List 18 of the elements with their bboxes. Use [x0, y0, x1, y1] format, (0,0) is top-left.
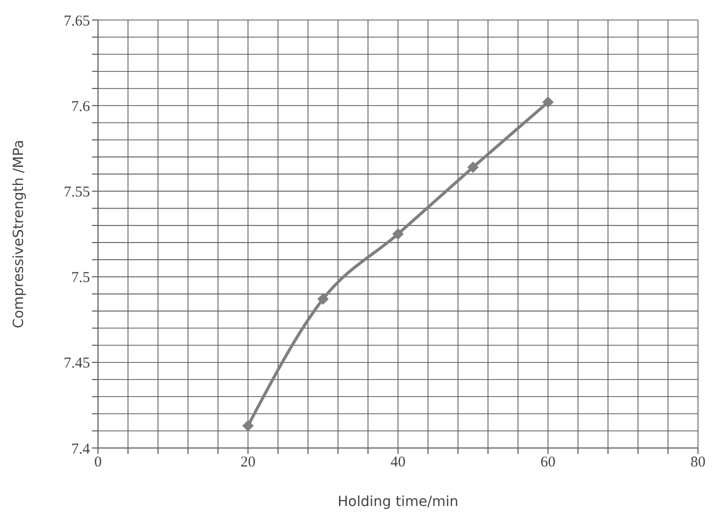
x-tick-label: 80 [690, 454, 706, 471]
y-tick-label: 7.65 [64, 13, 90, 30]
x-tick-label: 20 [240, 454, 256, 471]
point [318, 294, 328, 305]
y-axis-title: CompressiveStrength /MPa [10, 140, 27, 328]
y-tick-label: 7.6 [71, 98, 90, 115]
x-axis-title: Holding time/min [338, 494, 458, 510]
y-tick-label: 7.55 [64, 184, 90, 201]
y-tick-label: 7.4 [71, 441, 90, 458]
x-tick-label: 40 [390, 454, 406, 471]
x-tick-label: 0 [94, 454, 102, 471]
y-tick-label: 7.45 [64, 356, 90, 372]
point [468, 162, 478, 173]
point [242, 420, 254, 432]
y-tick-label: 7.5 [71, 270, 90, 286]
point [542, 96, 554, 108]
point [392, 228, 404, 240]
x-tick-label: 60 [540, 454, 556, 471]
